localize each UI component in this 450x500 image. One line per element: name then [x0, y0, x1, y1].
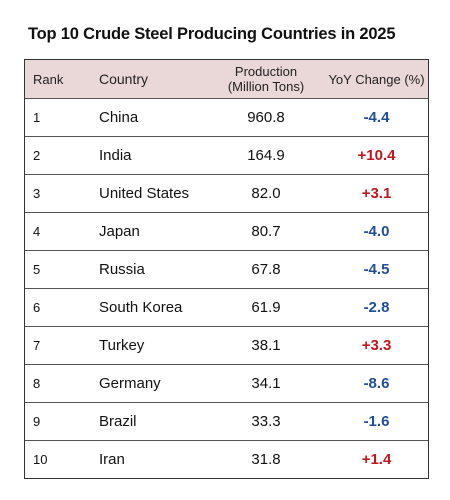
yoy-cell: -1.6 — [363, 413, 390, 430]
table-row: 6 South Korea 61.9 -2.8 — [25, 288, 428, 326]
production-cell: 34.1 — [251, 375, 281, 392]
rank-cell: 3 — [33, 186, 41, 201]
rank-cell: 2 — [33, 148, 41, 163]
yoy-cell: -4.0 — [363, 223, 390, 240]
rank-cell: 6 — [33, 300, 41, 315]
table-row: 10 Iran 31.8 +1.4 — [25, 440, 428, 478]
table-header-row: Rank Country Production (Million Tons) Y… — [25, 60, 428, 98]
yoy-cell: +10.4 — [357, 147, 396, 164]
header-yoy: YoY Change (%) — [328, 71, 425, 87]
header-production: Production (Million Tons) — [207, 64, 325, 94]
country-cell: Brazil — [99, 413, 137, 430]
table-row: 7 Turkey 38.1 +3.3 — [25, 326, 428, 364]
yoy-cell: -2.8 — [363, 299, 390, 316]
production-cell: 82.0 — [251, 185, 281, 202]
production-cell: 31.8 — [251, 451, 281, 468]
production-cell: 164.9 — [247, 147, 285, 164]
production-cell: 38.1 — [251, 337, 281, 354]
yoy-cell: -4.5 — [363, 261, 390, 278]
production-cell: 80.7 — [251, 223, 281, 240]
rank-cell: 7 — [33, 338, 41, 353]
chart-title: Top 10 Crude Steel Producing Countries i… — [28, 25, 396, 43]
rank-cell: 9 — [33, 414, 41, 429]
production-cell: 67.8 — [251, 261, 281, 278]
table-row: 3 United States 82.0 +3.1 — [25, 174, 428, 212]
rank-cell: 8 — [33, 376, 41, 391]
rank-cell: 5 — [33, 262, 41, 277]
rank-cell: 4 — [33, 224, 41, 239]
production-cell: 960.8 — [247, 109, 285, 126]
country-cell: Turkey — [99, 337, 145, 354]
country-cell: Germany — [99, 375, 161, 392]
table-row: 8 Germany 34.1 -8.6 — [25, 364, 428, 402]
header-production-line1: Production — [234, 64, 298, 79]
country-cell: China — [99, 109, 139, 126]
yoy-cell: -4.4 — [363, 109, 390, 126]
table-row: 5 Russia 67.8 -4.5 — [25, 250, 428, 288]
yoy-cell: +3.3 — [361, 337, 392, 354]
table-row: 4 Japan 80.7 -4.0 — [25, 212, 428, 250]
country-cell: South Korea — [99, 299, 183, 316]
production-cell: 61.9 — [251, 299, 281, 316]
table-row: 2 India 164.9 +10.4 — [25, 136, 428, 174]
yoy-cell: +1.4 — [361, 451, 392, 468]
table-row: 9 Brazil 33.3 -1.6 — [25, 402, 428, 440]
header-rank: Rank — [33, 71, 64, 87]
rank-cell: 10 — [33, 452, 48, 467]
production-cell: 33.3 — [251, 413, 281, 430]
country-cell: Iran — [99, 451, 125, 468]
rank-cell: 1 — [33, 110, 41, 125]
header-production-line2: (Million Tons) — [227, 79, 305, 94]
country-cell: Japan — [99, 223, 140, 240]
table-row: 1 China 960.8 -4.4 — [25, 98, 428, 136]
header-country: Country — [99, 71, 149, 87]
yoy-cell: +3.1 — [361, 185, 392, 202]
steel-table: Rank Country Production (Million Tons) Y… — [24, 59, 429, 479]
country-cell: India — [99, 147, 132, 164]
table-body: 1 China 960.8 -4.4 2 India 164.9 +10.4 3 United S… — [25, 98, 428, 478]
country-cell: Russia — [99, 261, 145, 278]
country-cell: United States — [99, 185, 190, 202]
yoy-cell: -8.6 — [363, 375, 390, 392]
